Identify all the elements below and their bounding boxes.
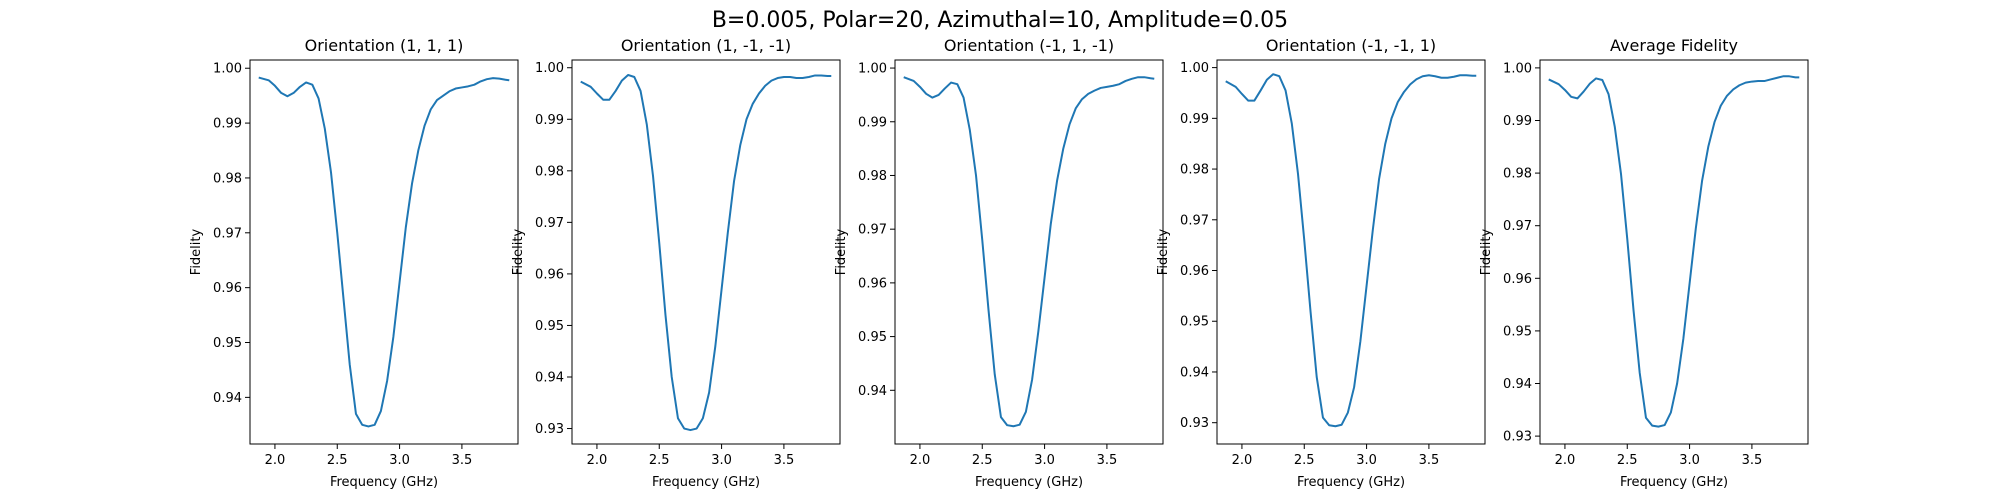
x-axis-label: Frequency (GHz)	[1620, 475, 1728, 490]
y-tick-label: 0.97	[535, 216, 564, 231]
y-axis-label: Fidelity	[189, 228, 204, 275]
y-tick-label: 0.97	[213, 226, 242, 241]
y-tick-label: 0.95	[1503, 324, 1532, 339]
y-tick-label: 0.97	[1503, 219, 1532, 234]
subplot-title: Orientation (1, -1, -1)	[621, 36, 791, 55]
fidelity-line	[1548, 75, 1800, 428]
subplot-5: Average Fidelity 2.0 2.5 3.0 3.5 0.93 0.94 0.95…	[1479, 36, 1809, 490]
y-tick-label: 0.93	[1503, 430, 1532, 445]
subplot-4: Orientation (-1, -1, 1) 2.0 2.5 3.0 3.5 0.93 0…	[1156, 36, 1486, 490]
y-tick-label: 0.99	[1503, 114, 1532, 129]
y-tick-label: 0.96	[535, 267, 564, 282]
x-tick-label: 2.0	[1555, 453, 1576, 468]
y-axis-label: Fidelity	[1479, 228, 1494, 275]
y-tick-label: 1.00	[858, 62, 887, 77]
subplot-title: Average Fidelity	[1610, 36, 1738, 55]
axes-frame	[249, 59, 519, 445]
x-tick-label: 2.0	[1232, 453, 1253, 468]
x-tick-label: 3.5	[1742, 453, 1763, 468]
subplot-2: Orientation (1, -1, -1) 2.0 2.5 3.0 3.5 0.93 0…	[511, 36, 841, 490]
x-axis-label: Frequency (GHz)	[330, 475, 438, 490]
x-tick-label: 2.5	[327, 453, 348, 468]
axes-frame	[1216, 59, 1486, 445]
y-tick-label: 0.99	[535, 113, 564, 128]
fidelity-line	[903, 76, 1155, 428]
y-axis-label: Fidelity	[834, 228, 849, 275]
y-tick-label: 0.96	[1180, 264, 1209, 279]
axes-frame	[571, 59, 841, 445]
subplot-title: Orientation (1, 1, 1)	[305, 36, 464, 55]
x-tick-label: 2.0	[910, 453, 931, 468]
y-tick-label: 0.96	[858, 276, 887, 291]
x-tick-label: 3.0	[389, 453, 410, 468]
y-tick-label: 0.99	[1180, 112, 1209, 127]
x-axis-label: Frequency (GHz)	[1297, 475, 1405, 490]
x-tick-label: 3.0	[1679, 453, 1700, 468]
fidelity-line	[258, 76, 510, 428]
x-tick-label: 3.5	[774, 453, 795, 468]
y-tick-label: 0.94	[535, 370, 564, 385]
x-tick-label: 3.0	[1034, 453, 1055, 468]
y-tick-label: 0.98	[535, 164, 564, 179]
y-tick-label: 0.97	[1180, 213, 1209, 228]
subplot-title: Orientation (-1, -1, 1)	[1266, 36, 1436, 55]
y-tick-label: 0.93	[1180, 416, 1209, 431]
subplots: Orientation (1, 1, 1) 2.0 2.5 3.0 3.5 0.94 0.9…	[189, 36, 1809, 490]
x-tick-label: 3.5	[1419, 453, 1440, 468]
y-tick-label: 0.98	[1180, 163, 1209, 178]
y-tick-label: 0.95	[213, 336, 242, 351]
y-tick-label: 0.95	[535, 319, 564, 334]
x-tick-label: 2.5	[649, 453, 670, 468]
y-tick-label: 0.94	[213, 391, 242, 406]
y-tick-label: 1.00	[535, 61, 564, 76]
axes-frame	[1539, 59, 1809, 445]
x-tick-label: 3.5	[1097, 453, 1118, 468]
subplot-3: Orientation (-1, 1, -1) 2.0 2.5 3.0 3.5 0.94 0…	[834, 36, 1164, 490]
fidelity-line	[580, 73, 832, 432]
y-axis-label: Fidelity	[511, 228, 526, 275]
y-tick-label: 1.00	[213, 62, 242, 77]
figure-suptitle: B=0.005, Polar=20, Azimuthal=10, Amplitu…	[712, 8, 1288, 33]
x-axis-label: Frequency (GHz)	[652, 475, 760, 490]
y-tick-label: 0.97	[858, 223, 887, 238]
subplot-title: Orientation (-1, 1, -1)	[944, 36, 1114, 55]
x-tick-label: 2.5	[1294, 453, 1315, 468]
x-tick-label: 3.5	[452, 453, 473, 468]
x-tick-label: 2.5	[972, 453, 993, 468]
y-tick-label: 0.99	[858, 115, 887, 130]
y-tick-label: 0.95	[858, 330, 887, 345]
x-tick-label: 2.0	[587, 453, 608, 468]
x-tick-label: 2.5	[1617, 453, 1638, 468]
y-tick-label: 0.98	[213, 171, 242, 186]
y-tick-label: 0.95	[1180, 315, 1209, 330]
y-tick-label: 0.96	[213, 281, 242, 296]
y-tick-label: 0.98	[858, 169, 887, 184]
subplot-1: Orientation (1, 1, 1) 2.0 2.5 3.0 3.5 0.94 0.9…	[189, 36, 519, 490]
y-tick-label: 1.00	[1180, 61, 1209, 76]
y-tick-label: 0.94	[858, 384, 887, 399]
y-tick-label: 0.98	[1503, 167, 1532, 182]
axes-frame	[894, 59, 1164, 445]
x-axis-label: Frequency (GHz)	[975, 475, 1083, 490]
y-tick-label: 0.94	[1503, 377, 1532, 392]
y-tick-label: 0.96	[1503, 272, 1532, 287]
x-tick-label: 3.0	[711, 453, 732, 468]
y-tick-label: 0.93	[535, 422, 564, 437]
y-tick-label: 0.94	[1180, 365, 1209, 380]
y-tick-label: 1.00	[1503, 61, 1532, 76]
x-tick-label: 3.0	[1356, 453, 1377, 468]
y-tick-label: 0.99	[213, 117, 242, 132]
y-axis-label: Fidelity	[1156, 228, 1171, 275]
fidelity-line	[1225, 73, 1477, 428]
x-tick-label: 2.0	[265, 453, 286, 468]
